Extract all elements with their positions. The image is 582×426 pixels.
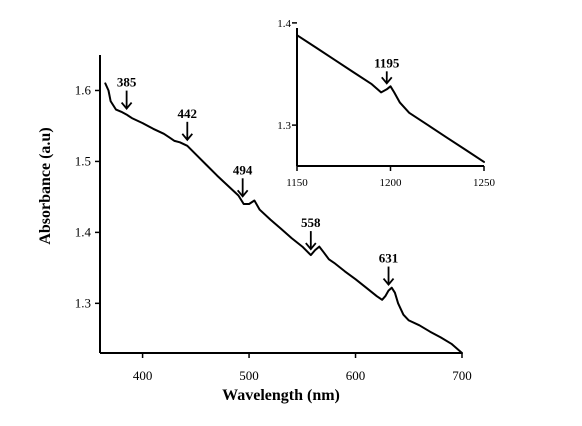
inset-y-tick-label: 1.4 <box>277 18 291 30</box>
main-x-tick-label: 600 <box>346 368 366 383</box>
x-axis-title: Wavelength (nm) <box>222 387 340 404</box>
inset-x-ticks: 1150 1200 1250 <box>286 166 496 189</box>
peak-arrow-head <box>236 189 249 198</box>
peak-annotation: 1195 <box>374 55 400 85</box>
peak-arrow-head <box>305 242 317 251</box>
peak-annotation: 385 <box>117 75 137 111</box>
peak-arrow-head <box>382 277 395 286</box>
peak-arrow-head <box>181 133 193 142</box>
main-plot: 400 500 600 700 1.3 1.4 1.5 1.6 385 442 494 558 63… <box>37 55 472 404</box>
peak-arrow-head <box>120 102 133 111</box>
main-y-tick-label: 1.6 <box>75 82 92 97</box>
inset-y-ticks: 1.3 1.4 <box>277 18 297 132</box>
peak-label: 558 <box>301 215 321 230</box>
main-peak-annotations: 385 442 494 558 631 <box>117 75 399 286</box>
inset-x-tick-label: 1150 <box>286 177 308 189</box>
peak-annotation: 494 <box>233 162 253 198</box>
inset-x-tick-label: 1200 <box>380 177 403 189</box>
inset-series-line <box>296 34 485 163</box>
peak-label: 1195 <box>374 55 400 70</box>
main-y-tick-label: 1.4 <box>75 224 92 239</box>
peak-label: 494 <box>233 162 253 177</box>
main-y-ticks: 1.3 1.4 1.5 1.6 <box>75 82 100 310</box>
peak-annotation: 442 <box>178 106 198 142</box>
peak-arrow-head <box>381 76 393 85</box>
y-axis-title: Absorbance (a.u) <box>37 127 54 244</box>
peak-label: 442 <box>178 106 198 121</box>
peak-annotation: 631 <box>379 251 399 286</box>
inset-peak-annotations: 1195 <box>374 55 400 85</box>
main-x-tick-label: 400 <box>133 368 153 383</box>
main-y-tick-label: 1.3 <box>75 295 91 310</box>
main-x-tick-label: 500 <box>239 368 259 383</box>
main-y-tick-label: 1.5 <box>75 153 91 168</box>
inset-y-tick-label: 1.3 <box>277 120 291 132</box>
main-series-line <box>104 82 463 354</box>
peak-label: 385 <box>117 75 137 90</box>
main-x-tick-label: 700 <box>452 368 472 383</box>
peak-label: 631 <box>379 251 399 266</box>
inset-plot: 1150 1200 1250 1.3 1.4 1195 <box>277 18 495 189</box>
inset-x-tick-label: 1250 <box>473 177 496 189</box>
main-x-ticks: 400 500 600 700 <box>133 353 472 383</box>
peak-annotation: 558 <box>301 215 321 251</box>
